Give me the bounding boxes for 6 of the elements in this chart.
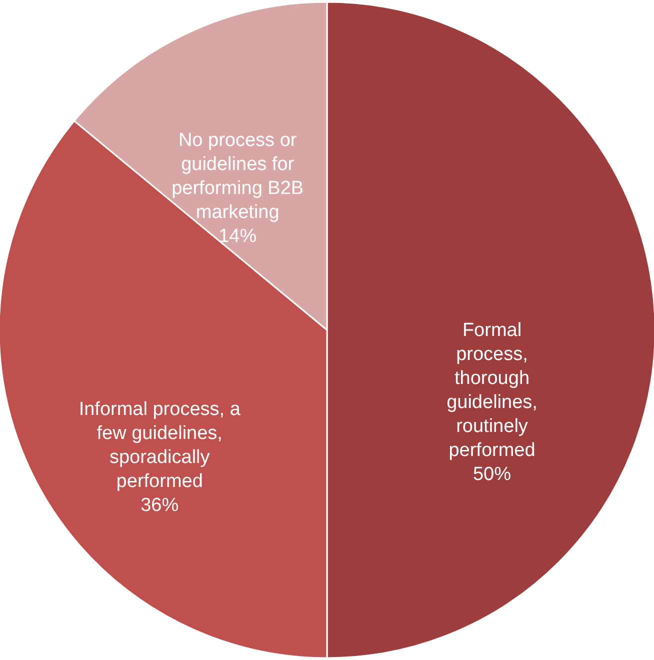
data-label: 50% <box>472 464 512 485</box>
slice-label: Informal process, a few guidelines, sporadically performed <box>78 398 241 492</box>
data-label: 14% <box>218 226 257 247</box>
data-label: 36% <box>140 494 179 516</box>
slice-label: No process or guidelines for performing B2B marketing <box>172 130 304 223</box>
slice-label: Formal process, thorough guidelines, routinely performed <box>446 320 538 461</box>
